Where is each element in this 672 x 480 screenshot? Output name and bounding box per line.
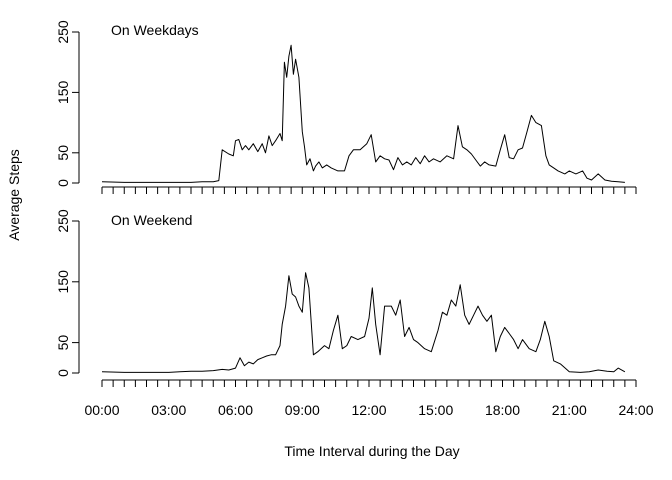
x-axis — [101, 186, 637, 194]
x-tick-label: 15:00 — [418, 402, 453, 418]
x-tick-label: 12:00 — [351, 402, 386, 418]
y-tick-label: 50 — [55, 335, 71, 351]
x-tick-label: 00:00 — [84, 402, 119, 418]
y-tick-label: 50 — [55, 145, 71, 161]
panel-title: On Weekend — [111, 212, 192, 228]
x-tick-label: 09:00 — [285, 402, 320, 418]
weekday-panel: On Weekdays 0 50 150 250 — [55, 20, 637, 194]
y-tick-label: 250 — [55, 20, 71, 44]
x-tick-label: 06:00 — [218, 402, 253, 418]
x-axis-label: Time Interval during the Day — [284, 443, 459, 459]
y-tick-label: 250 — [55, 209, 71, 233]
x-tick-label: 18:00 — [485, 402, 520, 418]
x-tick-label: 24:00 — [618, 402, 653, 418]
y-tick-label: 0 — [55, 369, 71, 377]
series-line — [101, 44, 625, 183]
y-tick-label: 150 — [55, 81, 71, 105]
y-axis-label: Average Steps — [6, 149, 22, 241]
y-axis: 0 50 150 250 — [55, 209, 80, 377]
x-tick-label: 03:00 — [151, 402, 186, 418]
y-axis: 0 50 150 250 — [55, 20, 80, 187]
y-tick-label: 150 — [55, 270, 71, 294]
weekend-panel: On Weekend 0 50 150 250 00:00 03:00 06:00 09:0… — [55, 209, 654, 418]
panel-title: On Weekdays — [111, 22, 199, 38]
y-tick-label: 0 — [55, 179, 71, 187]
x-tick-label: 21:00 — [552, 402, 587, 418]
series-line — [101, 272, 626, 373]
x-axis: 00:00 03:00 06:00 09:00 12:00 15:00 18:00 21:00… — [84, 379, 654, 418]
